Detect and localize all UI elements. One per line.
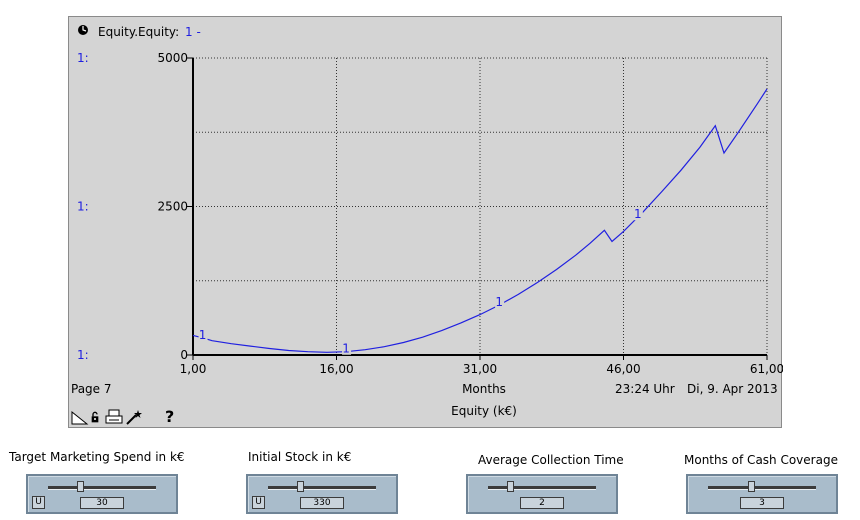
series-label-marker: 1: [634, 207, 642, 221]
slider-thumb[interactable]: [297, 481, 305, 492]
slider-value-field[interactable]: 2: [520, 497, 564, 509]
slider-value-field[interactable]: 330: [300, 497, 344, 509]
slider-value-field[interactable]: 3: [740, 497, 784, 509]
series-label-bg: [633, 207, 643, 221]
y-scale-marker: 1:: [77, 51, 89, 65]
series-label-marker: 1: [342, 342, 350, 356]
print-icon[interactable]: [105, 408, 123, 426]
slider-target-marketing-spend[interactable]: U 30: [26, 474, 178, 514]
series-label-marker: 1: [495, 295, 503, 309]
x-tick-label: 46,00: [606, 362, 640, 376]
wand-icon[interactable]: [125, 408, 143, 426]
slider-thumb[interactable]: [506, 481, 514, 492]
slider-track[interactable]: [48, 486, 156, 490]
series-label-bg: [495, 295, 505, 309]
y-tick-label: 5000: [157, 51, 188, 65]
time-label: 23:24 Uhr: [615, 382, 675, 396]
clock-icon[interactable]: [78, 25, 88, 35]
series-label-bg: [198, 327, 208, 341]
scale-toggle-icon[interactable]: [71, 408, 89, 426]
slider-average-collection-time[interactable]: 2: [466, 474, 618, 514]
slider-track[interactable]: [268, 486, 376, 490]
unit-button[interactable]: U: [252, 496, 265, 509]
graph-header-title: Equity.Equity:: [98, 25, 179, 39]
slider-initial-stock[interactable]: U 330: [246, 474, 398, 514]
chart-layer: 0 1: 2500 1: 5000 1: 1,00 16,00 31,00 46,00 61,00 1…: [77, 51, 783, 376]
x-tick-label: 61,00: [750, 362, 783, 376]
x-axis-label: Months: [462, 382, 506, 396]
slider-label-months-of-cash-coverage: Months of Cash Coverage: [684, 453, 838, 467]
slider-label-target-marketing-spend: Target Marketing Spend in k€: [9, 450, 185, 464]
unit-button[interactable]: U: [32, 496, 45, 509]
graph-toolbar: [71, 407, 143, 427]
page-label: Page 7: [71, 382, 112, 396]
slider-thumb[interactable]: [748, 481, 756, 492]
slider-months-of-cash-coverage[interactable]: 3: [686, 474, 838, 514]
date-label: Di, 9. Apr 2013: [687, 382, 778, 396]
x-tick-label: 16,00: [319, 362, 353, 376]
slider-label-average-collection-time: Average Collection Time: [478, 453, 624, 467]
help-icon[interactable]: ?: [165, 407, 175, 426]
graph-panel: Equity.Equity: 1 - 0 1: 2500 1: 5000 1: 1,00 16…: [68, 16, 783, 428]
y-scale-marker: 1:: [77, 348, 89, 362]
slider-label-initial-stock: Initial Stock in k€: [248, 450, 352, 464]
series-label-marker: 1: [199, 328, 207, 342]
slider-track[interactable]: [488, 486, 596, 490]
graph-header-series: 1 -: [185, 25, 201, 39]
chart-title: Equity (k€): [451, 404, 517, 418]
x-tick-label: 1,00: [180, 362, 207, 376]
y-tick-label: 2500: [157, 200, 188, 214]
series-label-bg: [342, 341, 352, 355]
slider-value-field[interactable]: 30: [80, 497, 124, 509]
x-tick-label: 31,00: [463, 362, 497, 376]
y-scale-marker: 1:: [77, 200, 89, 214]
slider-thumb[interactable]: [77, 481, 85, 492]
lock-icon[interactable]: [91, 408, 103, 426]
slider-track[interactable]: [708, 486, 816, 490]
y-tick-label: 0: [180, 348, 188, 362]
